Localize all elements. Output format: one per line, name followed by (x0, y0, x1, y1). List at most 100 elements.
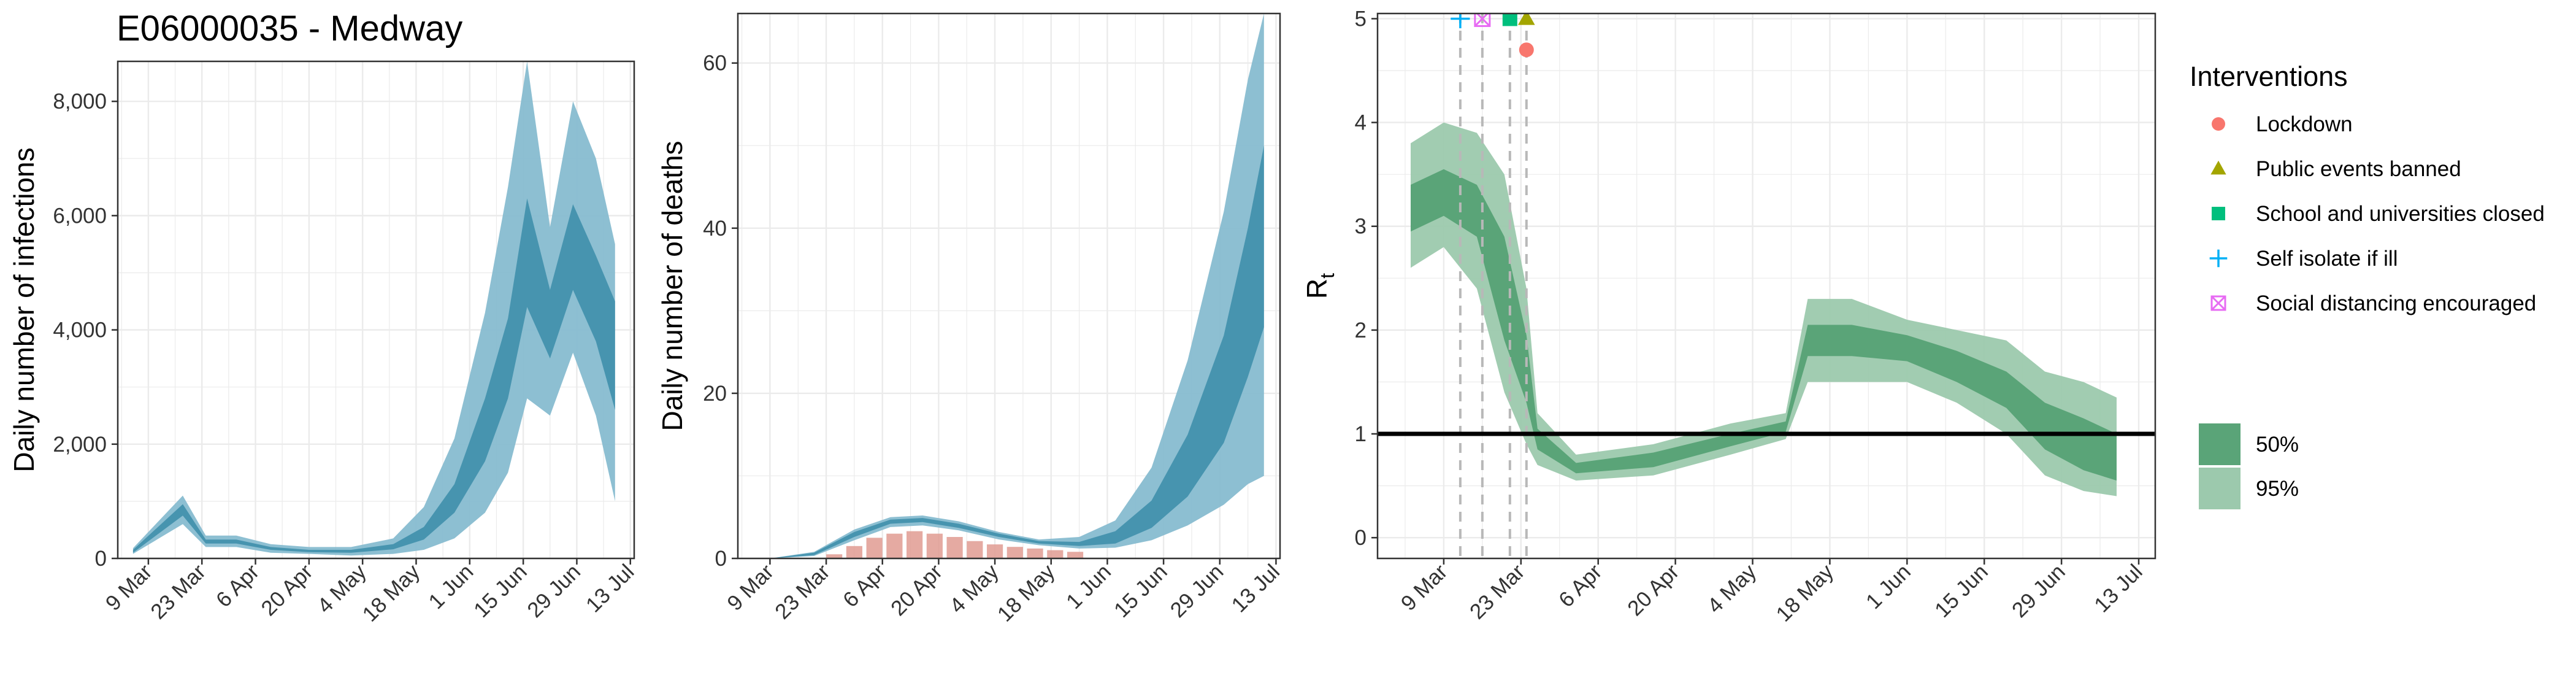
y-tick-label: 1 (1355, 422, 1367, 446)
observed-deaths-bar (1006, 547, 1023, 558)
observed-deaths-bar (926, 533, 943, 558)
x-tick-label: 15 Jun (469, 560, 532, 622)
legend-key-square-icon (2212, 207, 2225, 220)
legend-label: 95% (2256, 477, 2299, 501)
observed-deaths-bar (967, 541, 983, 558)
page-title: E06000035 - Medway (117, 9, 462, 48)
x-tick-label: 29 Jun (1166, 560, 1229, 622)
plot-border (117, 60, 635, 560)
legend-label: Self isolate if ill (2256, 247, 2398, 271)
legend-key-circle-icon (2212, 117, 2225, 131)
legend-title: Interventions (2190, 61, 2348, 92)
legend-label: Public events banned (2256, 157, 2461, 181)
observed-deaths-bar (866, 538, 883, 558)
legend-key-triangle-icon (2210, 160, 2226, 175)
x-tick-label: 23 Mar (770, 560, 835, 624)
y-tick-label: 40 (703, 217, 727, 241)
y-axis: 0 2,000 4,000 6,000 8,000 (53, 90, 118, 571)
legend-item: Public events banned (2210, 157, 2461, 181)
y-tick-label: 0 (95, 547, 107, 571)
observed-deaths-bar (826, 554, 843, 558)
x-tick-label: 23 Mar (146, 560, 210, 624)
x-tick-label: 13 Jul (2090, 560, 2147, 617)
ribbon-50 (132, 198, 615, 553)
y-tick-label: 4,000 (53, 318, 107, 342)
y-tick-label: 5 (1355, 7, 1367, 31)
legend-label: School and universities closed (2256, 202, 2545, 226)
plot-border (1376, 12, 2156, 560)
observed-deaths-bar (846, 546, 862, 558)
legend-swatch (2199, 423, 2241, 465)
observed-deaths-bars (826, 531, 1084, 558)
observed-deaths-bar (986, 544, 1003, 558)
observed-deaths-bar (1067, 552, 1084, 558)
legend-label: Social distancing encouraged (2256, 291, 2536, 315)
legend-item: Lockdown (2212, 112, 2353, 136)
y-tick-label: 0 (715, 547, 727, 571)
x-tick-label: 6 Apr (212, 560, 264, 612)
legend-label: 50% (2256, 433, 2299, 457)
intervention-marker-square-icon (1502, 14, 1517, 26)
legend-item: Self isolate if ill (2209, 247, 2398, 271)
x-tick-label: 4 May (1703, 560, 1761, 618)
ribbon-95 (770, 14, 1264, 558)
x-tick-label: 6 Apr (1554, 560, 1607, 612)
legend-item: Social distancing encouraged (2210, 291, 2536, 315)
intervention-marker-circle-icon (1519, 42, 1534, 58)
y-axis: 0 1 2 3 4 5 (1355, 7, 1378, 550)
legend-item: School and universities closed (2212, 202, 2545, 226)
plot-area (770, 14, 1264, 558)
plot-area (1378, 14, 2155, 558)
x-tick-label: 18 May (993, 560, 1060, 627)
legend-interval-item: 50% (2199, 423, 2299, 465)
observed-deaths-bar (907, 531, 923, 558)
intervention-marker-triangle-icon (1518, 14, 1535, 25)
chart-panel-3: 0 1 2 3 4 5 9 Mar 23 Mar 6 Apr 20 Apr 4 May 18 May 1… (1301, 7, 2156, 627)
x-tick-label: 1 Jun (1861, 560, 1915, 614)
observed-deaths-bar (886, 533, 903, 558)
x-tick-label: 13 Jul (1227, 560, 1284, 617)
x-tick-label: 15 Jun (1930, 560, 1993, 622)
plot-border (737, 12, 1281, 560)
y-tick-label: 3 (1355, 215, 1367, 239)
y-tick-label: 20 (703, 382, 727, 406)
y-axis: 0 20 40 60 (703, 52, 738, 571)
y-tick-label: 0 (1355, 526, 1367, 550)
observed-deaths-bar (1027, 548, 1043, 558)
legend-interval-item: 95% (2199, 468, 2299, 509)
legend: Interventions Lockdown Public events bann… (2190, 61, 2545, 509)
x-tick-label: 23 Mar (1465, 560, 1530, 624)
ribbon-50 (1411, 169, 2117, 481)
y-axis-title: Daily number of infections (8, 147, 40, 472)
legend-swatch (2199, 468, 2241, 509)
x-tick-label: 6 Apr (838, 560, 891, 612)
legend-label: Lockdown (2256, 112, 2353, 136)
x-tick-label: 9 Mar (1397, 560, 1452, 615)
y-axis-title: Rt (1301, 273, 1338, 299)
observed-deaths-bar (1047, 550, 1064, 558)
x-tick-label: 13 Jul (581, 560, 639, 617)
intervention-marker-plus-icon (1451, 14, 1470, 29)
legend-key-boxcross-icon (2210, 295, 2226, 311)
y-tick-label: 2,000 (53, 433, 107, 457)
x-tick-label: 20 Apr (886, 560, 947, 620)
y-tick-label: 6,000 (53, 204, 107, 228)
y-tick-label: 8,000 (53, 90, 107, 114)
x-tick-label: 18 May (358, 560, 424, 627)
y-tick-label: 60 (703, 52, 727, 75)
legend-key-plus-icon (2209, 249, 2228, 268)
y-axis-title: Daily number of deaths (656, 141, 688, 431)
x-tick-label: 20 Apr (256, 560, 317, 620)
y-tick-label: 4 (1355, 111, 1367, 135)
x-tick-label: 18 May (1771, 560, 1838, 627)
x-tick-label: 1 Jun (1062, 560, 1116, 614)
y-tick-label: 2 (1355, 318, 1367, 342)
